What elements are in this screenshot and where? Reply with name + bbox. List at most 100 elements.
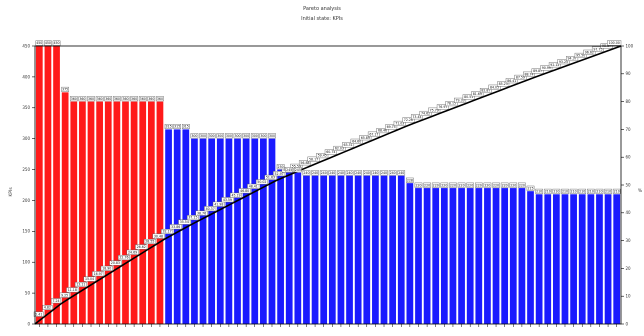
cumulative-value-label: 79.33 [456, 98, 465, 102]
bar-value-box [337, 170, 345, 176]
bar [122, 101, 129, 324]
cumulative-value-label: 62.03 [335, 147, 344, 151]
bar [260, 138, 267, 324]
bar-value-label: 220 [424, 183, 430, 187]
cumulative-value-label: 85.23 [499, 82, 508, 86]
bar [156, 101, 164, 324]
bar-value-label: 240 [381, 171, 387, 175]
cumulative-value-label: 48.41 [249, 184, 258, 188]
bar-value-box [388, 170, 397, 176]
cumulative-value-label: 90.99 [542, 66, 551, 70]
bar [578, 194, 586, 324]
cumulative-value-box [471, 91, 484, 97]
bar-value-label: 360 [122, 97, 128, 101]
bar [337, 175, 345, 324]
bar-value-label: 210 [536, 189, 542, 193]
cumulative-value-label: 76.97 [438, 105, 447, 109]
y-tick-label: 300 [22, 136, 30, 141]
bar-value-label: 300 [209, 134, 215, 138]
cumulative-value-box [74, 281, 87, 287]
bar [268, 138, 276, 324]
cumulative-value-label: 86.41 [507, 79, 516, 83]
bar [96, 101, 103, 324]
bar-value-label: 240 [372, 171, 378, 175]
y2-axis-title: % [638, 188, 643, 194]
bar [216, 138, 224, 324]
bar [311, 175, 319, 324]
bar-value-label: 300 [200, 134, 206, 138]
bar-value-box [328, 170, 337, 176]
bar-value-label: 240 [390, 171, 396, 175]
y-tick-label: 400 [22, 74, 30, 79]
bar-value-label: 360 [140, 97, 146, 101]
bar [320, 175, 328, 324]
bars-layer [35, 46, 621, 324]
cumulative-value-box [385, 124, 398, 130]
cumulative-value-box [178, 219, 191, 225]
cumulative-value-label: 38.76 [197, 211, 206, 215]
chart-subtitle: Initial state: KPIs [301, 16, 343, 22]
bar [535, 194, 543, 324]
y2-tick-label: 50 [626, 182, 632, 187]
bar-value-label: 210 [579, 189, 585, 193]
bar-value-label: 220 [519, 183, 525, 187]
cumulative-value-box [505, 78, 518, 84]
cumulative-value-box [59, 292, 70, 298]
bar [449, 188, 457, 324]
bar-value-label: 300 [269, 134, 275, 138]
bar-value-label: 300 [260, 134, 266, 138]
cumulative-value-label: 59.45 [318, 154, 327, 158]
bar [277, 169, 284, 324]
bar-value-box [69, 96, 78, 102]
bar-value-label: 210 [553, 189, 559, 193]
bar-value-box [319, 170, 328, 176]
y2-tick-label: 20 [626, 266, 632, 271]
bar-value-box [164, 123, 173, 129]
cumulative-value-box [523, 71, 536, 77]
bar-value-box [354, 170, 362, 176]
bar [570, 194, 577, 324]
bar [303, 175, 310, 324]
cumulative-value-label: 50.02 [257, 180, 266, 184]
cumulative-value-label: 2.41 [35, 312, 42, 316]
bar-value-box [44, 40, 52, 46]
cumulative-value-label: 81.69 [473, 92, 482, 96]
cumulative-value-box [161, 228, 174, 234]
cumulative-value-label: 9.25 [61, 293, 68, 297]
bar-value-box [578, 188, 587, 194]
y-tick-label: 250 [22, 167, 30, 172]
y-tick-label: 100 [22, 260, 30, 265]
bar [191, 138, 198, 324]
bar [440, 188, 448, 324]
bar-value-label: 300 [243, 134, 249, 138]
cumulative-value-label: 71.03 [395, 122, 404, 126]
bar-value-label: 220 [433, 183, 439, 187]
y2-tick-label: 30 [626, 238, 632, 243]
cumulative-value-box [100, 265, 113, 271]
bar-value-label: 220 [484, 183, 490, 187]
bar-value-label: 210 [596, 189, 602, 193]
cumulative-value-box [436, 104, 449, 110]
bar-value-box [543, 188, 552, 194]
bar [285, 172, 293, 324]
bar-value-box [371, 170, 380, 176]
cumulative-value-label: 94.37 [568, 57, 577, 61]
cumulative-value-box [607, 40, 622, 46]
cumulative-value-label: 72.26 [404, 118, 413, 122]
bar-value-box [225, 133, 233, 139]
bar [104, 101, 112, 324]
bar [234, 138, 241, 324]
bar-value-box [423, 182, 431, 188]
bar-value-label: 360 [88, 97, 94, 101]
cumulative-value-box [255, 179, 268, 185]
cumulative-value-box [186, 215, 199, 221]
bar-value-box [182, 123, 190, 129]
bar-value-box [276, 164, 285, 170]
bar-value-label: 220 [502, 183, 508, 187]
bar-value-label: 450 [36, 41, 42, 45]
bar-value-box [216, 133, 225, 139]
cumulative-value-label: 73.44 [412, 115, 421, 119]
bar-value-box [457, 182, 466, 188]
cumulative-value-box [333, 145, 346, 151]
